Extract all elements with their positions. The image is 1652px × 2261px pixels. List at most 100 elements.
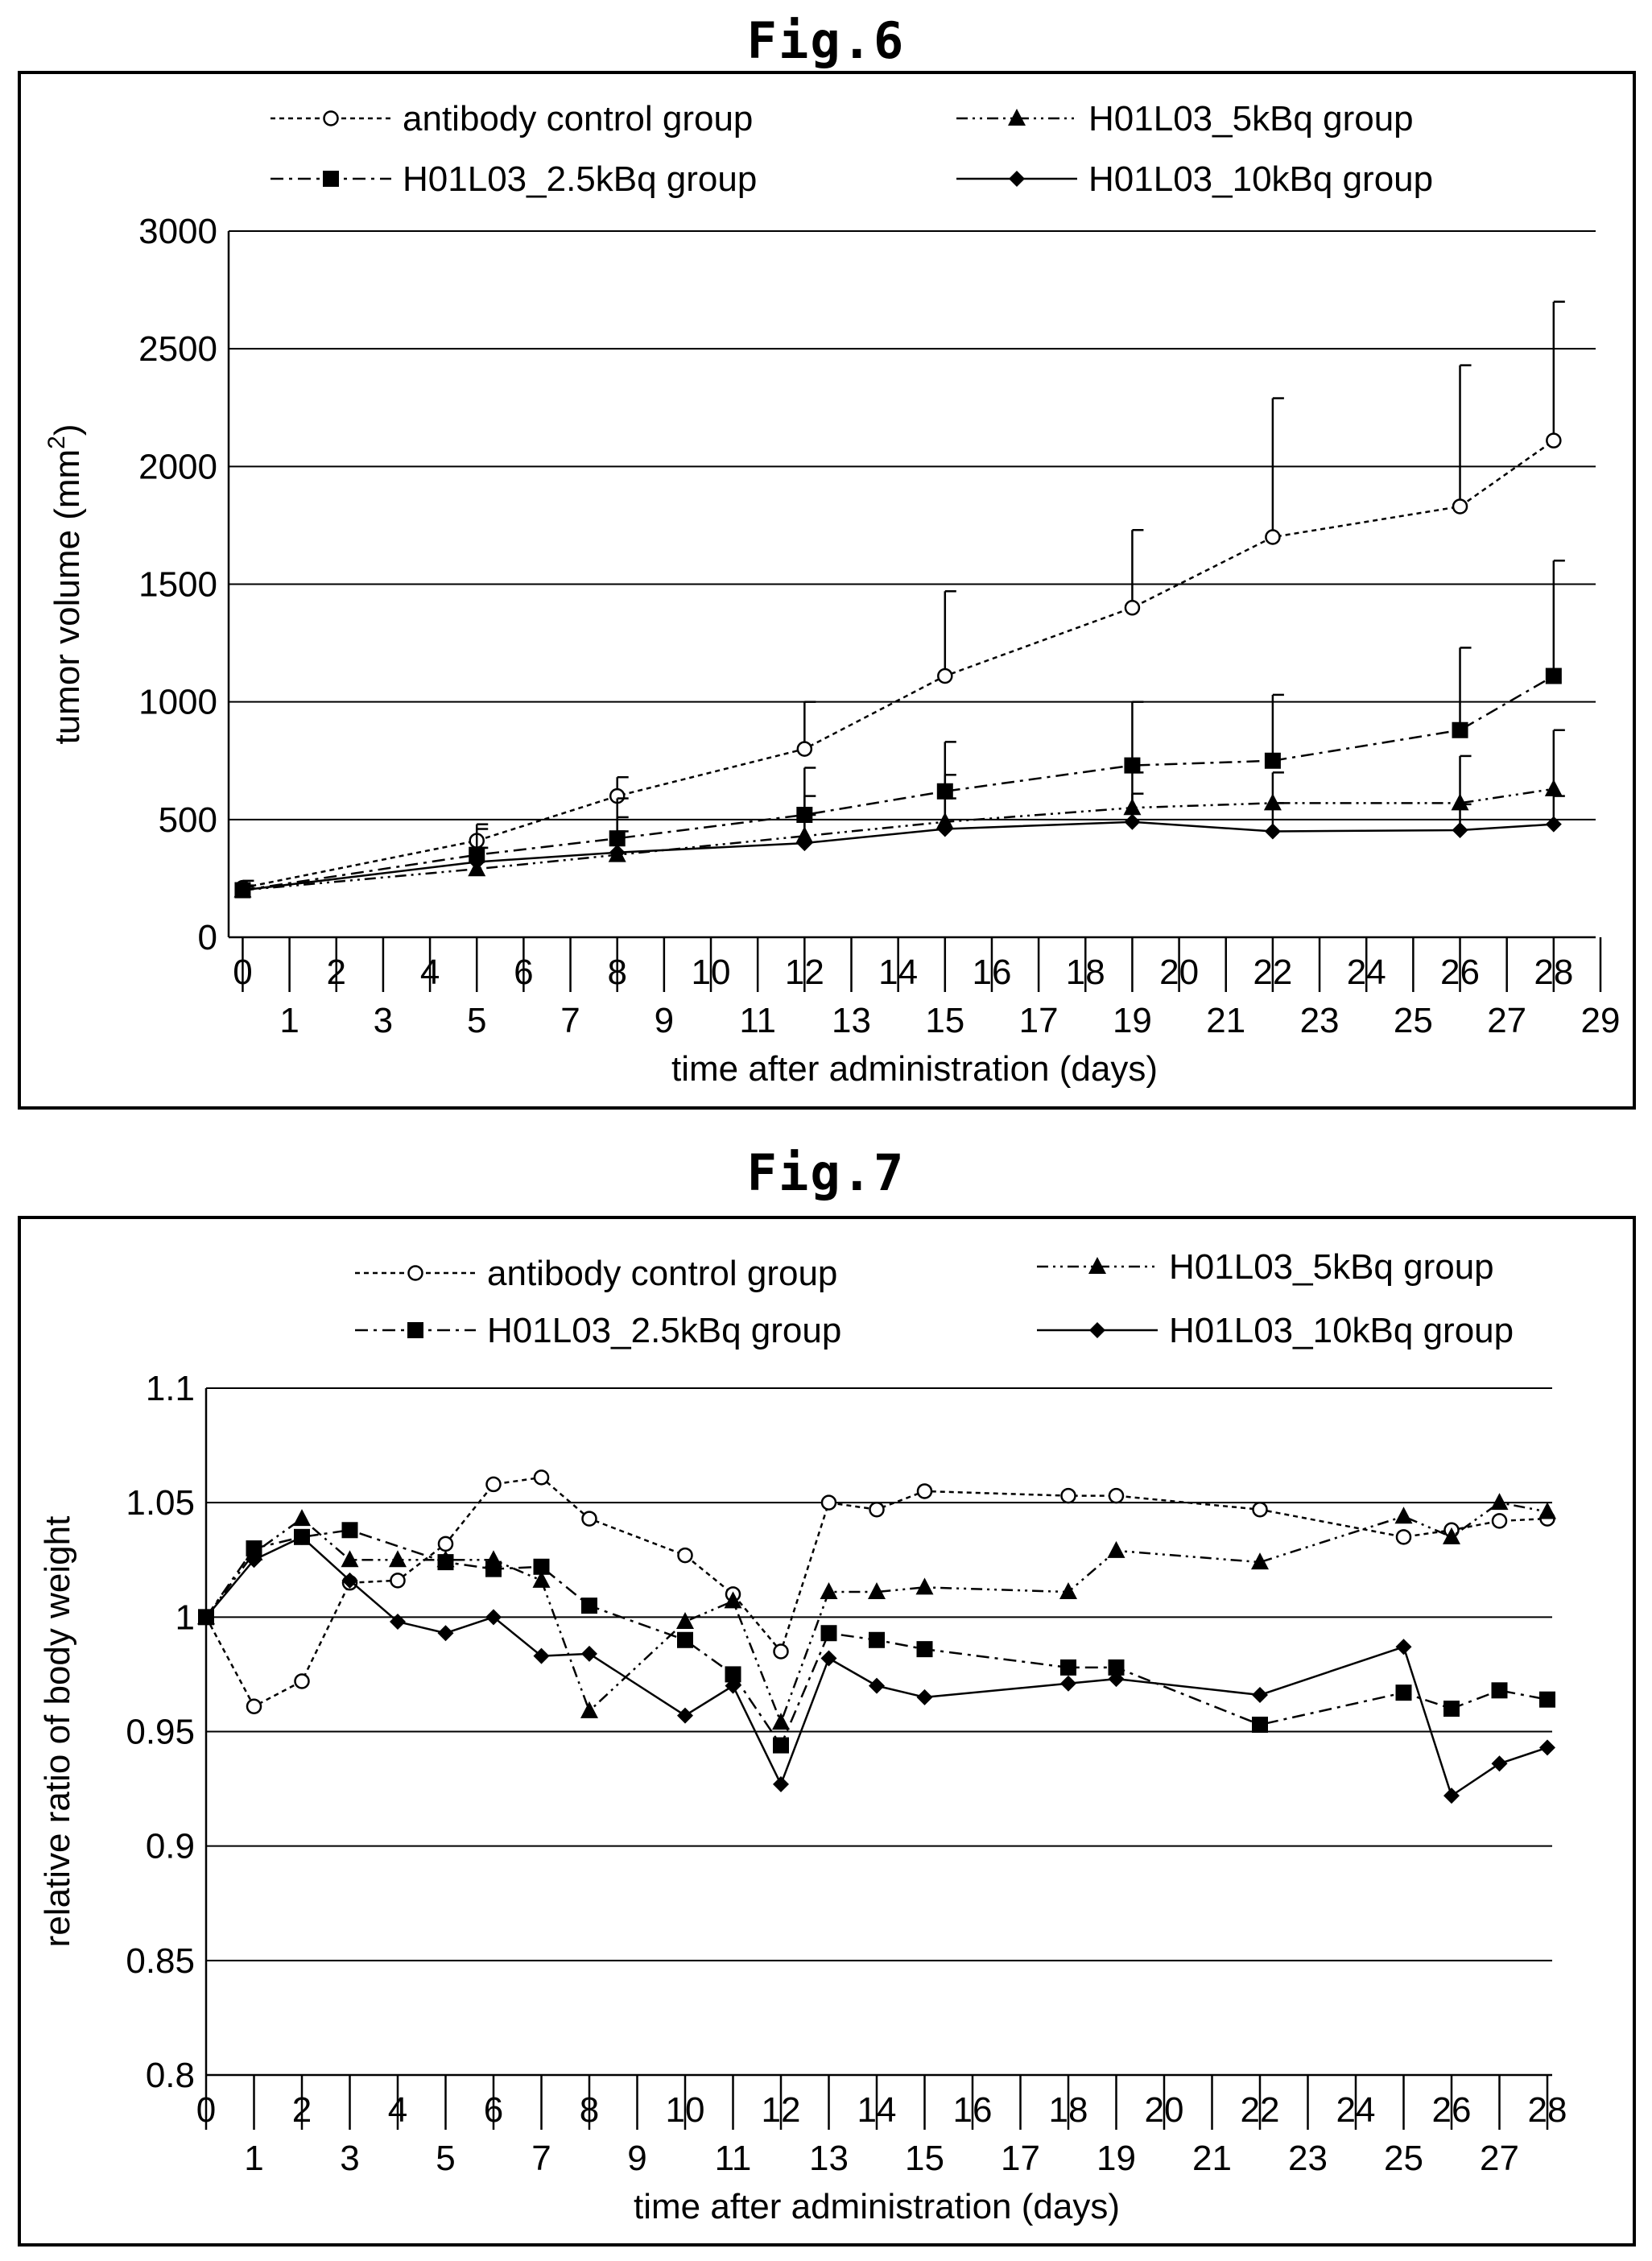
data-point [1452,821,1468,838]
x-tick-label: 16 [953,2090,993,2130]
data-point [916,1689,933,1705]
data-point [796,741,813,757]
legend: antibody control group H01L03_5kBq group H… [271,99,1433,199]
y-tick-label: 2500 [138,329,217,369]
data-point [773,1643,789,1660]
legend-item: antibody control group [355,1254,837,1293]
data-point [1251,1552,1269,1570]
data-point [1108,1659,1125,1676]
data-point [293,1509,311,1527]
data-point [916,1641,933,1658]
y-tick-label: 500 [159,800,217,840]
x-tick-label: 21 [1192,2139,1232,2178]
y-axis: 0 500 1000 1500 2000 2500 3000 [138,212,1596,957]
series-3 [198,1522,1555,1754]
data-point [533,1558,550,1575]
data-point [437,1536,454,1552]
x-tick-label: 19 [1113,1001,1152,1040]
legend-marker [1089,1322,1105,1338]
x-tick-label: 10 [666,2090,705,2130]
x-tick-label: 2 [327,953,346,992]
legend-marker [1088,1257,1106,1274]
x-tick-label: 5 [467,1001,486,1040]
data-point [1059,1582,1077,1600]
series-line [242,675,1555,891]
data-point [1124,813,1141,830]
data-point [581,1598,597,1614]
legend-label: H01L03_10kBq group [1169,1311,1514,1350]
y-tick-label: 1000 [138,683,217,722]
x-tick-label: 6 [484,2090,503,2130]
data-point [294,1528,310,1545]
x-tick-label: 15 [925,1001,964,1040]
legend-marker [407,1322,423,1338]
data-point [796,835,813,852]
data-point [581,1511,597,1527]
data-point [936,783,953,800]
y-tick-label: 0 [198,918,217,957]
x-tick-label: 3 [340,2139,359,2178]
series-line [205,1536,1548,1797]
x-tick-label: 26 [1440,953,1480,992]
x-tick-label: 22 [1241,2090,1280,2130]
x-tick-label: 23 [1288,2139,1328,2178]
series-2 [197,1493,1556,1730]
data-point [1263,793,1282,811]
data-point [725,1677,741,1694]
data-point [1539,1739,1555,1756]
x-tick-label: 7 [531,2139,551,2178]
data-point [533,1469,550,1486]
data-point [1265,529,1281,545]
x-tick-label: 17 [1019,1001,1059,1040]
data-point [1060,1487,1076,1504]
series-line [242,440,1555,889]
legend-marker [323,171,339,187]
data-point [485,1560,502,1577]
data-point [1545,816,1562,833]
fig6-chart: antibody control group H01L03_5kBq group H… [43,99,1620,1089]
data-point [1252,1687,1268,1704]
data-point [294,1673,310,1689]
x-tick-label: 14 [857,2090,897,2130]
data-point [580,1701,598,1718]
x-axis: 0 2 4 6 8 10 12 14 16 18 20 22 24 26 281 3 5 7 9 11 13 15 17 19… [196,2075,1567,2178]
series-1 [234,300,1565,896]
data-point [677,1707,693,1724]
data-point [820,1582,838,1600]
x-tick-label: 16 [972,953,1011,992]
data-point [437,1554,454,1571]
x-tick-label: 12 [785,953,824,992]
x-tick-label: 18 [1066,953,1105,992]
x-tick-label: 24 [1336,2090,1376,2130]
y-axis-title-sup: 2 [43,436,70,449]
x-tick-label: 27 [1480,2139,1519,2178]
data-point [469,854,485,870]
x-tick-label: 25 [1384,2139,1423,2178]
data-point [1546,432,1562,448]
x-tick-label: 27 [1487,1001,1526,1040]
x-tick-label: 8 [607,953,626,992]
data-point [724,1591,742,1609]
data-point [341,1572,358,1589]
legend-label: antibody control group [487,1254,837,1293]
data-point [1060,1659,1076,1676]
legend-item: H01L03_5kBq group [1037,1247,1494,1287]
x-tick-label: 2 [292,2090,312,2130]
data-point [1108,1487,1125,1504]
x-tick-label: 28 [1534,953,1573,992]
legend-item: H01L03_2.5kBq group [355,1311,841,1350]
x-axis: 0 2 4 6 8 10 12 14 16 18 20 22 24 26 281 3 5 7 9 11 13 15 17 19… [233,937,1620,1040]
x-tick-label: 15 [905,2139,944,2178]
data-point [1264,823,1281,840]
y-tick-label: 1500 [138,565,217,605]
series-2 [233,729,1565,898]
data-point [773,1737,789,1754]
y-axis-title: tumor volume (mm2) [43,424,87,744]
x-tick-label: 28 [1528,2090,1567,2130]
y-tick-label: 1.1 [146,1369,195,1408]
x-tick-label: 11 [715,2139,752,2178]
x-tick-label: 24 [1347,953,1386,992]
data-point [868,1582,886,1600]
fig7-chart: antibody control group H01L03_5kBq group H… [38,1247,1567,2226]
data-point [869,1631,885,1648]
